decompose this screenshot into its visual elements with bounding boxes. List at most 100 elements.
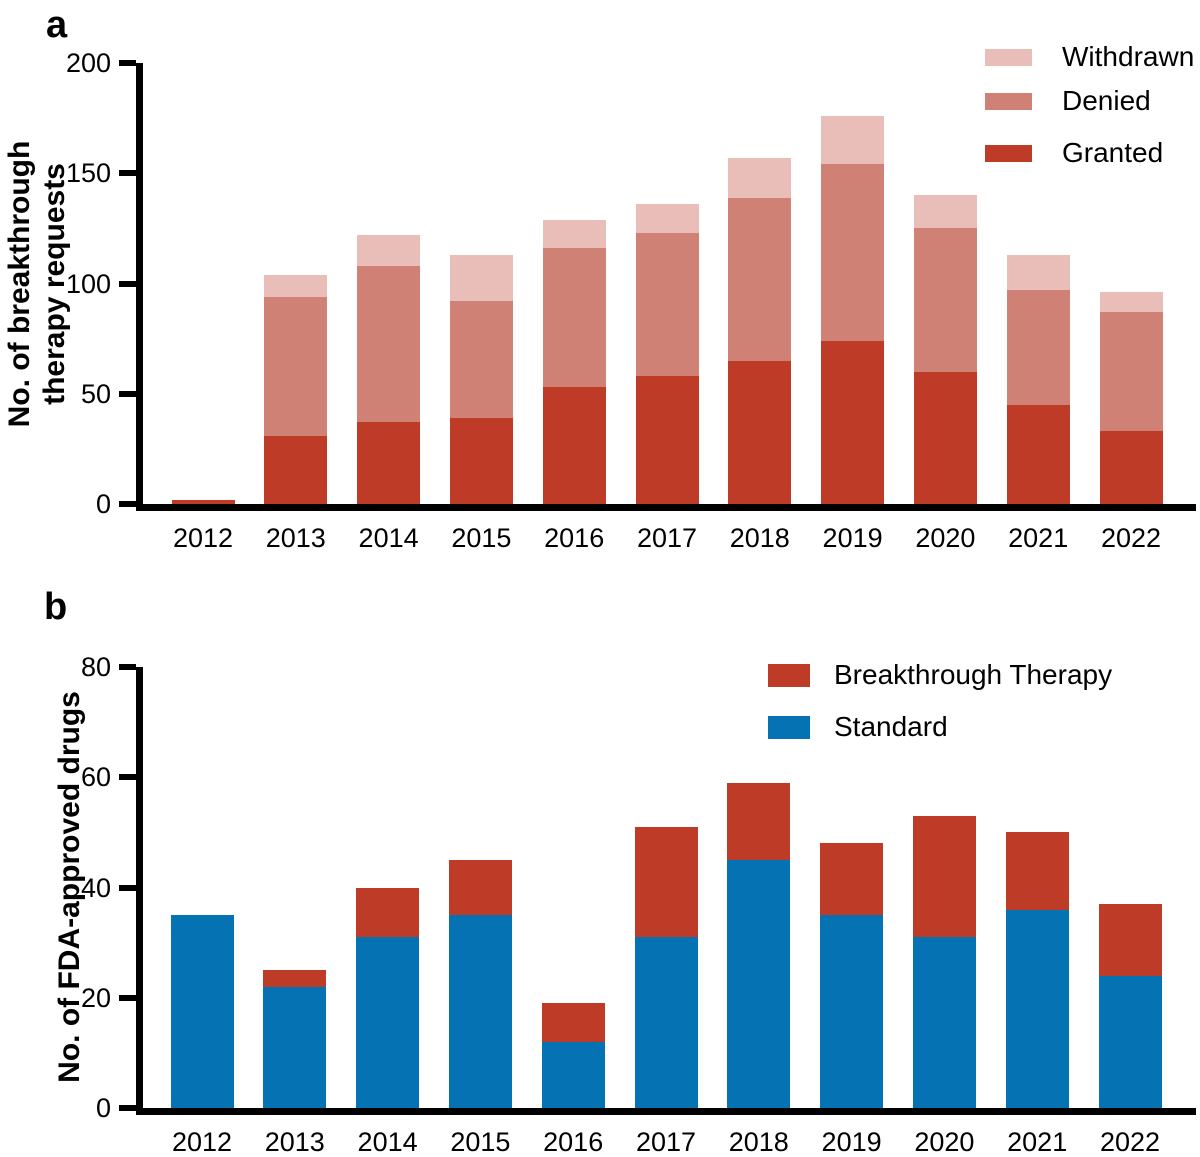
bar-segment-breakthrough-therapy xyxy=(727,782,791,860)
bar-segment-standard xyxy=(541,1041,605,1108)
bar-segment-granted xyxy=(264,435,328,504)
bar-segment-standard xyxy=(1098,975,1162,1108)
bar-segment-withdrawn xyxy=(449,254,513,302)
bar-segment-standard xyxy=(912,937,976,1108)
bar-segment-withdrawn xyxy=(913,195,977,229)
bar-segment-denied xyxy=(1006,290,1070,405)
legend-label: Denied xyxy=(1062,85,1151,116)
bar-segment-granted xyxy=(821,340,885,504)
x-tick-label: 2016 xyxy=(543,1127,604,1157)
x-axis-line-b xyxy=(136,1108,1196,1115)
y-tick-label: 80 xyxy=(80,652,111,682)
y-tick xyxy=(119,280,136,287)
bar-segment-withdrawn xyxy=(635,204,699,233)
bar-segment-standard xyxy=(634,937,698,1108)
bar-segment-breakthrough-therapy xyxy=(263,970,327,987)
bar-segment-withdrawn xyxy=(1099,292,1163,313)
bar-segment-denied xyxy=(449,301,513,418)
y-tick-label: 0 xyxy=(95,489,111,519)
legend-swatch xyxy=(768,715,810,739)
bar-segment-standard xyxy=(356,937,420,1108)
bar-segment-standard xyxy=(448,915,512,1108)
bar-segment-withdrawn xyxy=(264,274,328,297)
bar-segment-standard xyxy=(263,986,327,1108)
y-axis-line-a xyxy=(136,63,143,511)
x-tick-label: 2017 xyxy=(636,523,698,553)
bar-segment-granted xyxy=(1099,431,1163,504)
y-tick-label: 150 xyxy=(65,158,111,189)
x-tick-label: 2015 xyxy=(451,523,512,553)
y-tick xyxy=(119,60,136,66)
legend-swatch xyxy=(985,92,1032,110)
legend-item: Breakthrough Therapy xyxy=(768,659,1112,691)
bar-segment-denied xyxy=(913,228,977,372)
bar-segment-withdrawn xyxy=(542,219,606,249)
bar-segment-breakthrough-therapy xyxy=(448,859,512,916)
y-tick xyxy=(119,774,136,781)
legend-item: Standard xyxy=(768,711,948,743)
y-tick xyxy=(119,1105,136,1111)
y-tick xyxy=(119,994,136,1001)
legend-label: Withdrawn xyxy=(1062,41,1195,72)
bar-segment-granted xyxy=(171,499,235,504)
bar-segment-withdrawn xyxy=(1006,254,1070,291)
x-tick-label: 2019 xyxy=(822,523,883,553)
bar-segment-standard xyxy=(727,859,791,1108)
y-tick-label: 20 xyxy=(80,982,111,1013)
y-tick xyxy=(119,664,136,670)
x-tick-label: 2014 xyxy=(358,523,419,553)
bar-segment-denied xyxy=(728,197,792,361)
bar-segment-granted xyxy=(542,387,606,504)
bar-segment-breakthrough-therapy xyxy=(912,815,976,938)
bar-segment-breakthrough-therapy xyxy=(1098,904,1162,976)
bar-segment-denied xyxy=(264,296,328,436)
bar-segment-granted xyxy=(635,376,699,504)
x-tick-label: 2020 xyxy=(915,523,976,553)
x-tick-label: 2021 xyxy=(1008,523,1069,553)
bar-segment-denied xyxy=(821,164,885,341)
bar-segment-withdrawn xyxy=(821,115,885,165)
bar-segment-standard xyxy=(1005,909,1069,1108)
bar-segment-breakthrough-therapy xyxy=(541,1003,605,1042)
y-tick xyxy=(119,390,136,397)
y-tick-label: 50 xyxy=(80,378,111,409)
bar-segment-granted xyxy=(1006,404,1070,504)
x-tick-label: 2022 xyxy=(1099,1127,1161,1157)
y-tick-label: 100 xyxy=(65,268,111,299)
bar-segment-withdrawn xyxy=(357,234,421,266)
panel-letter-b: b xyxy=(44,586,68,628)
x-tick-label: 2012 xyxy=(171,1127,233,1157)
x-tick-label: 2014 xyxy=(357,1127,418,1157)
x-tick-label: 2017 xyxy=(635,1127,697,1157)
legend-swatch xyxy=(985,144,1032,162)
legend-label: Granted xyxy=(1062,137,1164,168)
x-tick-label: 2018 xyxy=(728,1127,789,1157)
y-tick-label: 0 xyxy=(95,1093,111,1123)
bar-segment-withdrawn xyxy=(728,157,792,198)
bar-segment-breakthrough-therapy xyxy=(356,887,420,938)
x-tick-label: 2020 xyxy=(914,1127,975,1157)
y-tick-label: 60 xyxy=(80,762,111,793)
y-tick xyxy=(119,170,136,177)
y-tick xyxy=(119,884,136,891)
x-tick-label: 2013 xyxy=(264,1127,325,1157)
y-tick xyxy=(119,501,136,507)
x-tick-label: 2016 xyxy=(544,523,605,553)
y-tick-label: 200 xyxy=(65,48,111,78)
bar-segment-granted xyxy=(449,418,513,504)
y-tick-label: 40 xyxy=(80,872,111,903)
bar-segment-standard xyxy=(820,915,884,1108)
bar-segment-granted xyxy=(913,371,977,504)
plot-area-a: 0 50 100 150 200 2012 2013 2014 2015 2016 2017 2018… xyxy=(66,48,1185,552)
x-tick-label: 2012 xyxy=(172,523,234,553)
x-tick-label: 2021 xyxy=(1007,1127,1068,1157)
legend-item: Granted xyxy=(985,137,1163,169)
bar-segment-denied xyxy=(357,265,421,423)
x-tick-label: 2013 xyxy=(265,523,326,553)
legend-swatch xyxy=(985,48,1032,66)
legend-swatch xyxy=(768,663,810,687)
plot-area-b: 0 20 40 60 80 2012 2013 2014 2015 2016 2017 2018 201… xyxy=(81,652,1185,1156)
bar-segment-breakthrough-therapy xyxy=(820,843,884,916)
bar-segment-denied xyxy=(635,232,699,377)
bar-segment-standard xyxy=(170,915,234,1108)
